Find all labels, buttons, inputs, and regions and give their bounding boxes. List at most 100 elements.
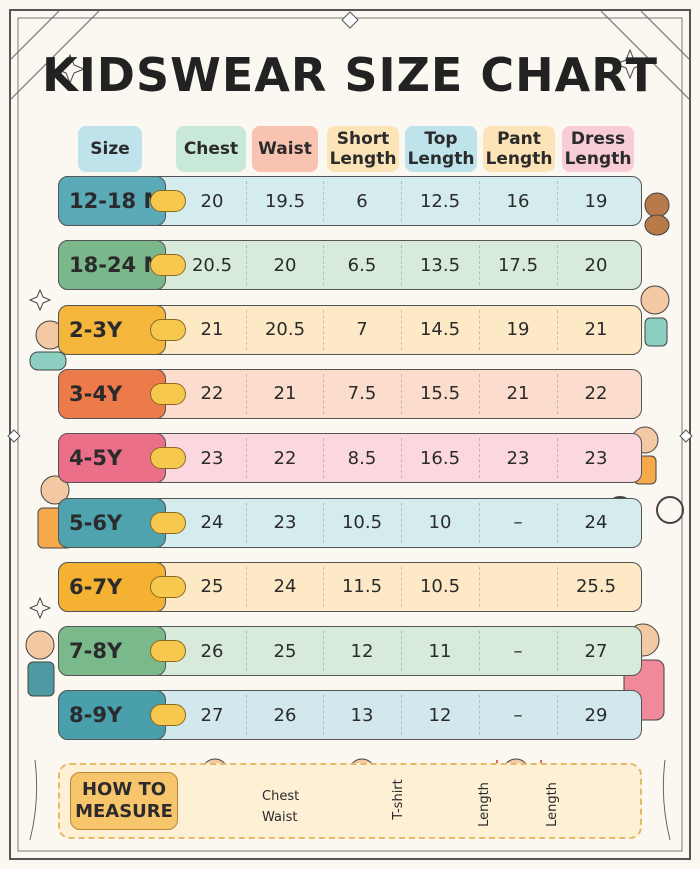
size-label: 6-7Y [58, 561, 166, 612]
table-cell: 6.5 [347, 254, 377, 276]
cell-divider [246, 373, 247, 414]
table-cell: 13 [350, 704, 374, 726]
column-header: Short Length [327, 126, 399, 172]
table-cell: 13.5 [419, 254, 461, 276]
cell-divider [401, 438, 402, 479]
tape-icon [150, 575, 186, 598]
cell-divider [479, 566, 480, 607]
table-cell: 25.5 [575, 576, 617, 598]
column-header: Top Length [405, 126, 477, 172]
table-cell: 23 [584, 447, 608, 469]
column-header: Size [78, 126, 142, 172]
table-cell: – [513, 512, 523, 533]
tape-icon [150, 190, 186, 212]
size-label: 8-9Y [58, 690, 166, 741]
table-cell: 8.5 [347, 447, 377, 469]
table-cell: 6 [356, 190, 368, 212]
table-cell: 15.5 [419, 383, 461, 405]
table-cell: 26 [200, 640, 224, 662]
table-cell [480, 562, 556, 612]
table-cell: 14.5 [419, 319, 461, 341]
size-label: 2-3Y [58, 304, 166, 355]
table-cell: 10.5 [341, 512, 383, 533]
cell-divider [323, 502, 324, 543]
table-cell: 26 [273, 704, 297, 726]
tape-icon [150, 511, 186, 534]
cell-divider [401, 309, 402, 350]
how-to-measure-title: HOW TO MEASURE [70, 772, 178, 830]
cell-divider [479, 245, 480, 286]
cell-divider [246, 181, 247, 221]
table-cell: 24 [273, 576, 297, 598]
table-cell: 27 [584, 640, 608, 662]
table-cell: 25 [273, 640, 297, 662]
table-cell: 19 [584, 190, 608, 212]
cell-divider [323, 373, 324, 414]
size-label: 5-6Y [58, 497, 166, 548]
table-cell: 24 [584, 512, 608, 533]
cell-divider [479, 631, 480, 672]
cell-divider [323, 309, 324, 350]
column-header: Dress Length [562, 126, 634, 172]
table-cell: 11 [428, 640, 452, 662]
size-label: 12-18 M [58, 176, 166, 226]
cell-divider [401, 373, 402, 414]
cell-divider [323, 245, 324, 286]
cell-divider [246, 309, 247, 350]
table-cell: 16.5 [419, 447, 461, 469]
tape-icon [150, 640, 186, 663]
table-cell: 19 [506, 319, 530, 341]
table-cell: 17.5 [497, 254, 539, 276]
cell-divider [401, 245, 402, 286]
cell-divider [479, 438, 480, 479]
cell-divider [557, 695, 558, 736]
measure-label: T-shirt [390, 779, 406, 820]
tape-icon [150, 704, 186, 727]
cell-divider [479, 502, 480, 543]
table-cell: 22 [200, 383, 224, 405]
table-cell: 29 [584, 704, 608, 726]
size-label: 7-8Y [58, 626, 166, 677]
column-header: Chest [176, 126, 246, 172]
table-cell: 23 [273, 512, 297, 533]
cell-divider [557, 245, 558, 286]
tape-icon [150, 447, 186, 470]
table-cell: 12 [350, 640, 374, 662]
tape-icon [150, 318, 186, 341]
cell-divider [479, 373, 480, 414]
table-cell: 20 [200, 190, 224, 212]
table-cell: 23 [506, 447, 530, 469]
column-header: Waist [252, 126, 318, 172]
measure-label: Waist [262, 810, 298, 825]
cell-divider [246, 438, 247, 479]
cell-divider [401, 502, 402, 543]
cell-divider [246, 631, 247, 672]
cell-divider [401, 695, 402, 736]
cell-divider [479, 695, 480, 736]
cell-divider [323, 631, 324, 672]
cell-divider [557, 373, 558, 414]
title: KIDSWEAR SIZE CHART [42, 48, 658, 102]
tape-icon [150, 254, 186, 277]
table-cell: 27 [200, 704, 224, 726]
table-cell: 22 [273, 447, 297, 469]
cell-divider [246, 695, 247, 736]
table-cell: – [513, 640, 523, 662]
table-cell: 10 [428, 512, 452, 533]
measure-label: Length [476, 782, 492, 827]
cell-divider [557, 631, 558, 672]
cell-divider [557, 309, 558, 350]
size-label: 18-24 M [58, 240, 166, 291]
cell-divider [323, 695, 324, 736]
table-cell: 23 [200, 447, 224, 469]
cell-divider [323, 566, 324, 607]
table-cell: 16 [506, 190, 530, 212]
table-cell: 7 [356, 319, 368, 341]
cell-divider [323, 438, 324, 479]
cell-divider [479, 309, 480, 350]
table-cell: 21 [584, 319, 608, 341]
size-label: 4-5Y [58, 433, 166, 484]
table-cell: 22 [584, 383, 608, 405]
measure-label: Length [544, 782, 560, 827]
table-cell: 21 [200, 319, 224, 341]
